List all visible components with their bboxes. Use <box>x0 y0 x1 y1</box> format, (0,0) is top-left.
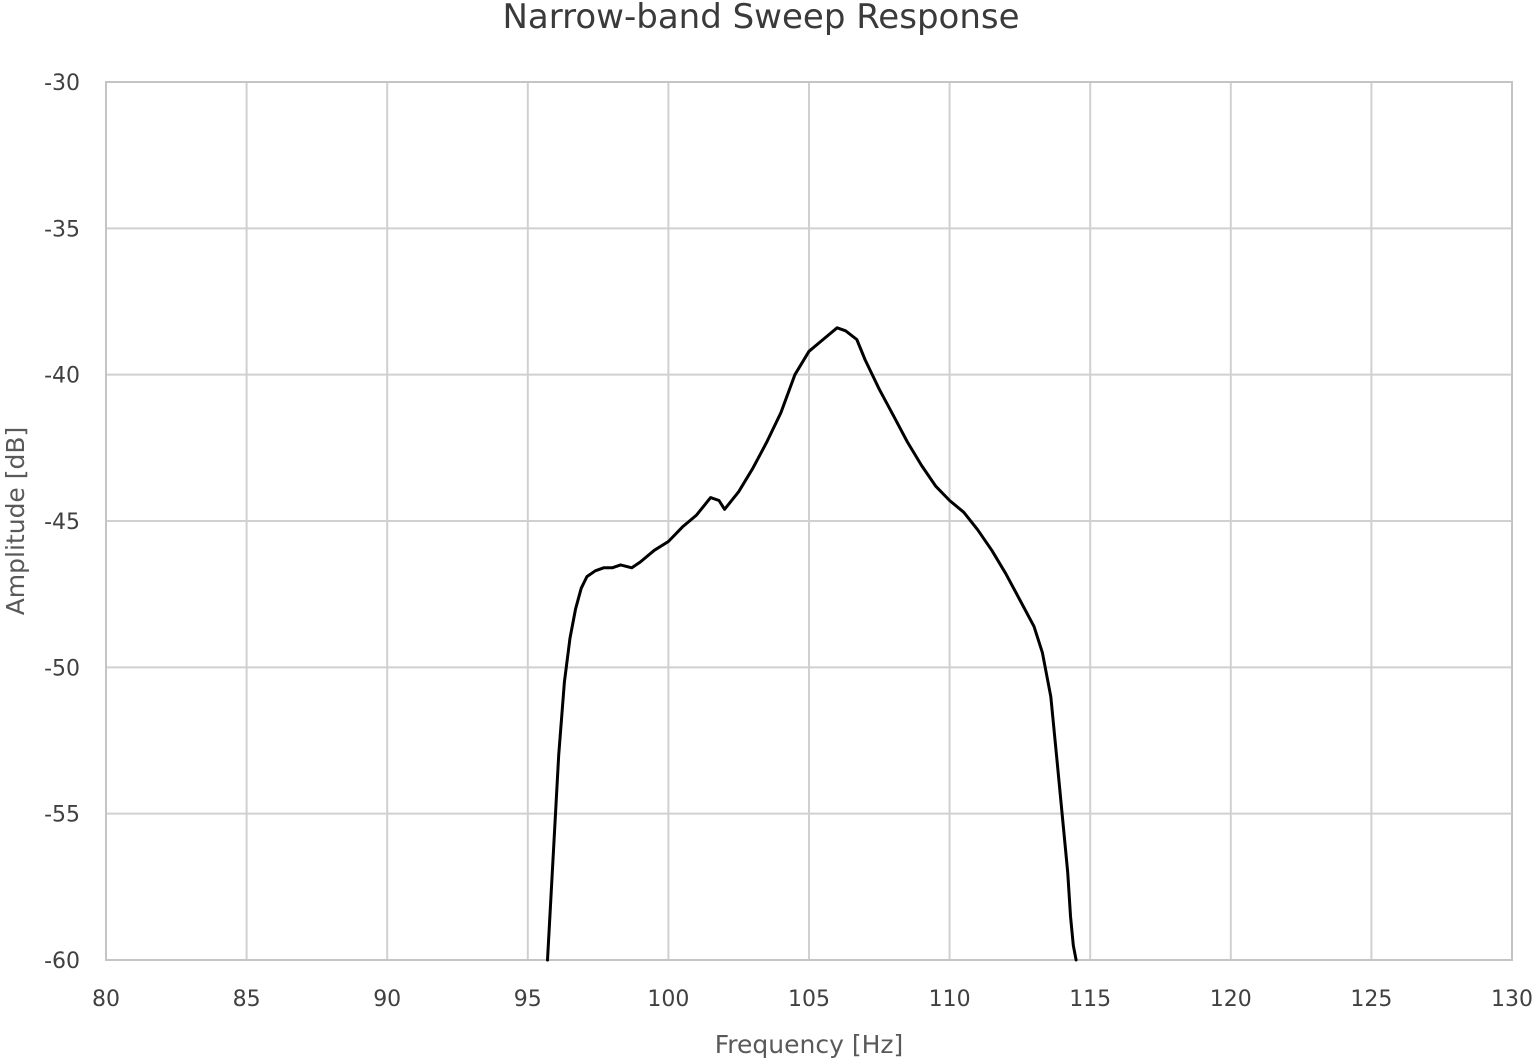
tick-labels: 80 85 90 95 100 105 110 115 120 125 130 -30 -35 -40 -4… <box>44 71 1533 1012</box>
y-tick-label: -40 <box>44 364 80 389</box>
y-tick-label: -30 <box>44 71 80 96</box>
x-tick-label: 85 <box>233 987 261 1012</box>
y-tick-label: -35 <box>44 217 80 242</box>
x-tick-label: 80 <box>92 987 120 1012</box>
y-axis-label: Amplitude [dB] <box>1 427 30 616</box>
y-tick-label: -55 <box>44 803 80 828</box>
plot-area-frame <box>105 81 1513 961</box>
gridlines <box>105 81 1513 961</box>
x-tick-label: 105 <box>788 987 830 1012</box>
y-tick-label: -60 <box>44 949 80 974</box>
x-tick-label: 130 <box>1491 987 1533 1012</box>
x-axis-label: Frequency [Hz] <box>715 1030 904 1059</box>
x-tick-label: 90 <box>373 987 401 1012</box>
chart-title: Narrow-band Sweep Response <box>502 0 1019 37</box>
x-tick-label: 115 <box>1069 987 1111 1012</box>
y-tick-label: -50 <box>44 656 80 681</box>
x-tick-label: 95 <box>514 987 542 1012</box>
x-tick-label: 120 <box>1210 987 1252 1012</box>
x-tick-label: 100 <box>647 987 689 1012</box>
y-tick-label: -45 <box>44 510 80 535</box>
series-line <box>546 326 1078 962</box>
x-tick-label: 125 <box>1350 987 1392 1012</box>
x-tick-label: 110 <box>929 987 971 1012</box>
